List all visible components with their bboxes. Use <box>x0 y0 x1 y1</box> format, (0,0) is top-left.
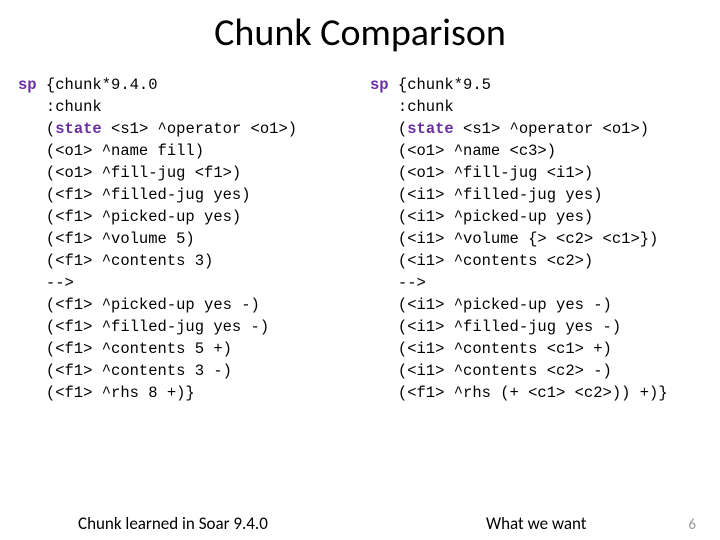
right-line: --> <box>370 272 700 294</box>
right-code-block: sp {chunk*9.5 :chunk (state <s1> ^operat… <box>370 74 700 404</box>
code-text: :chunk <box>370 98 454 116</box>
page-number: 6 <box>688 516 696 534</box>
code-text: (<i1> ^volume {> <c2> <c1>}) <box>370 230 658 248</box>
right-line: (<i1> ^picked-up yes) <box>370 206 700 228</box>
code-text: :chunk <box>18 98 102 116</box>
right-line: sp {chunk*9.5 <box>370 74 700 96</box>
keyword-text: sp <box>18 76 46 94</box>
code-text: --> <box>18 274 74 292</box>
left-line: (<f1> ^filled-jug yes -) <box>18 316 370 338</box>
code-text: (<i1> ^filled-jug yes -) <box>370 318 621 336</box>
left-column: sp {chunk*9.4.0 :chunk (state <s1> ^oper… <box>18 74 370 404</box>
left-line: (<f1> ^rhs 8 +)} <box>18 382 370 404</box>
code-text: <s1> ^operator <o1>) <box>454 120 649 138</box>
code-text: (<o1> ^name fill) <box>18 142 204 160</box>
code-text: (<f1> ^picked-up yes -) <box>18 296 260 314</box>
right-caption: What we want <box>486 513 586 534</box>
keyword-text: state <box>407 120 454 138</box>
right-line: :chunk <box>370 96 700 118</box>
code-text: (<i1> ^picked-up yes -) <box>370 296 612 314</box>
code-text: (<f1> ^picked-up yes) <box>18 208 241 226</box>
keyword-text: sp <box>370 76 398 94</box>
code-text: (<o1> ^fill-jug <i1>) <box>370 164 593 182</box>
right-line: (<o1> ^name <c3>) <box>370 140 700 162</box>
left-line: (<f1> ^contents 5 +) <box>18 338 370 360</box>
captions-row: Chunk learned in Soar 9.4.0 What we want <box>0 513 720 534</box>
right-line: (<o1> ^fill-jug <i1>) <box>370 162 700 184</box>
right-line: (<i1> ^picked-up yes -) <box>370 294 700 316</box>
left-line: :chunk <box>18 96 370 118</box>
right-line: (<i1> ^volume {> <c2> <c1>}) <box>370 228 700 250</box>
code-text: (<f1> ^contents 5 +) <box>18 340 232 358</box>
left-line: (<f1> ^picked-up yes -) <box>18 294 370 316</box>
keyword-text: state <box>55 120 102 138</box>
code-text: --> <box>370 274 426 292</box>
left-line: (state <s1> ^operator <o1>) <box>18 118 370 140</box>
right-line: (<i1> ^filled-jug yes) <box>370 184 700 206</box>
left-line: --> <box>18 272 370 294</box>
right-line: (<i1> ^contents <c1> +) <box>370 338 700 360</box>
right-line: (<f1> ^rhs (+ <c1> <c2>)) +)} <box>370 382 700 404</box>
code-text: (<i1> ^contents <c2>) <box>370 252 593 270</box>
code-text: (<f1> ^contents 3) <box>18 252 213 270</box>
left-line: (<f1> ^contents 3 -) <box>18 360 370 382</box>
code-text: (<f1> ^filled-jug yes -) <box>18 318 269 336</box>
right-column: sp {chunk*9.5 :chunk (state <s1> ^operat… <box>370 74 700 404</box>
code-text: (<o1> ^fill-jug <f1>) <box>18 164 241 182</box>
code-text: (<f1> ^rhs (+ <c1> <c2>)) +)} <box>370 384 668 402</box>
right-line: (<i1> ^filled-jug yes -) <box>370 316 700 338</box>
code-text: <s1> ^operator <o1>) <box>102 120 297 138</box>
left-line: (<f1> ^filled-jug yes) <box>18 184 370 206</box>
left-line: (<o1> ^name fill) <box>18 140 370 162</box>
left-line: (<f1> ^volume 5) <box>18 228 370 250</box>
columns: sp {chunk*9.4.0 :chunk (state <s1> ^oper… <box>0 74 720 404</box>
code-text: ( <box>18 120 55 138</box>
left-line: sp {chunk*9.4.0 <box>18 74 370 96</box>
slide-title: Chunk Comparison <box>0 10 720 56</box>
left-line: (<f1> ^picked-up yes) <box>18 206 370 228</box>
code-text: (<f1> ^volume 5) <box>18 230 195 248</box>
code-text: (<i1> ^contents <c2> -) <box>370 362 612 380</box>
code-text: (<o1> ^name <c3>) <box>370 142 556 160</box>
code-text: (<i1> ^picked-up yes) <box>370 208 593 226</box>
code-text: (<f1> ^filled-jug yes) <box>18 186 251 204</box>
right-line: (state <s1> ^operator <o1>) <box>370 118 700 140</box>
code-text: (<f1> ^rhs 8 +)} <box>18 384 195 402</box>
left-line: (<o1> ^fill-jug <f1>) <box>18 162 370 184</box>
code-text: ( <box>370 120 407 138</box>
code-text: {chunk*9.5 <box>398 76 491 94</box>
right-line: (<i1> ^contents <c2> -) <box>370 360 700 382</box>
left-line: (<f1> ^contents 3) <box>18 250 370 272</box>
right-line: (<i1> ^contents <c2>) <box>370 250 700 272</box>
code-text: (<i1> ^filled-jug yes) <box>370 186 603 204</box>
code-text: {chunk*9.4.0 <box>46 76 158 94</box>
code-text: (<i1> ^contents <c1> +) <box>370 340 612 358</box>
left-code-block: sp {chunk*9.4.0 :chunk (state <s1> ^oper… <box>18 74 370 404</box>
code-text: (<f1> ^contents 3 -) <box>18 362 232 380</box>
left-caption: Chunk learned in Soar 9.4.0 <box>78 513 378 534</box>
